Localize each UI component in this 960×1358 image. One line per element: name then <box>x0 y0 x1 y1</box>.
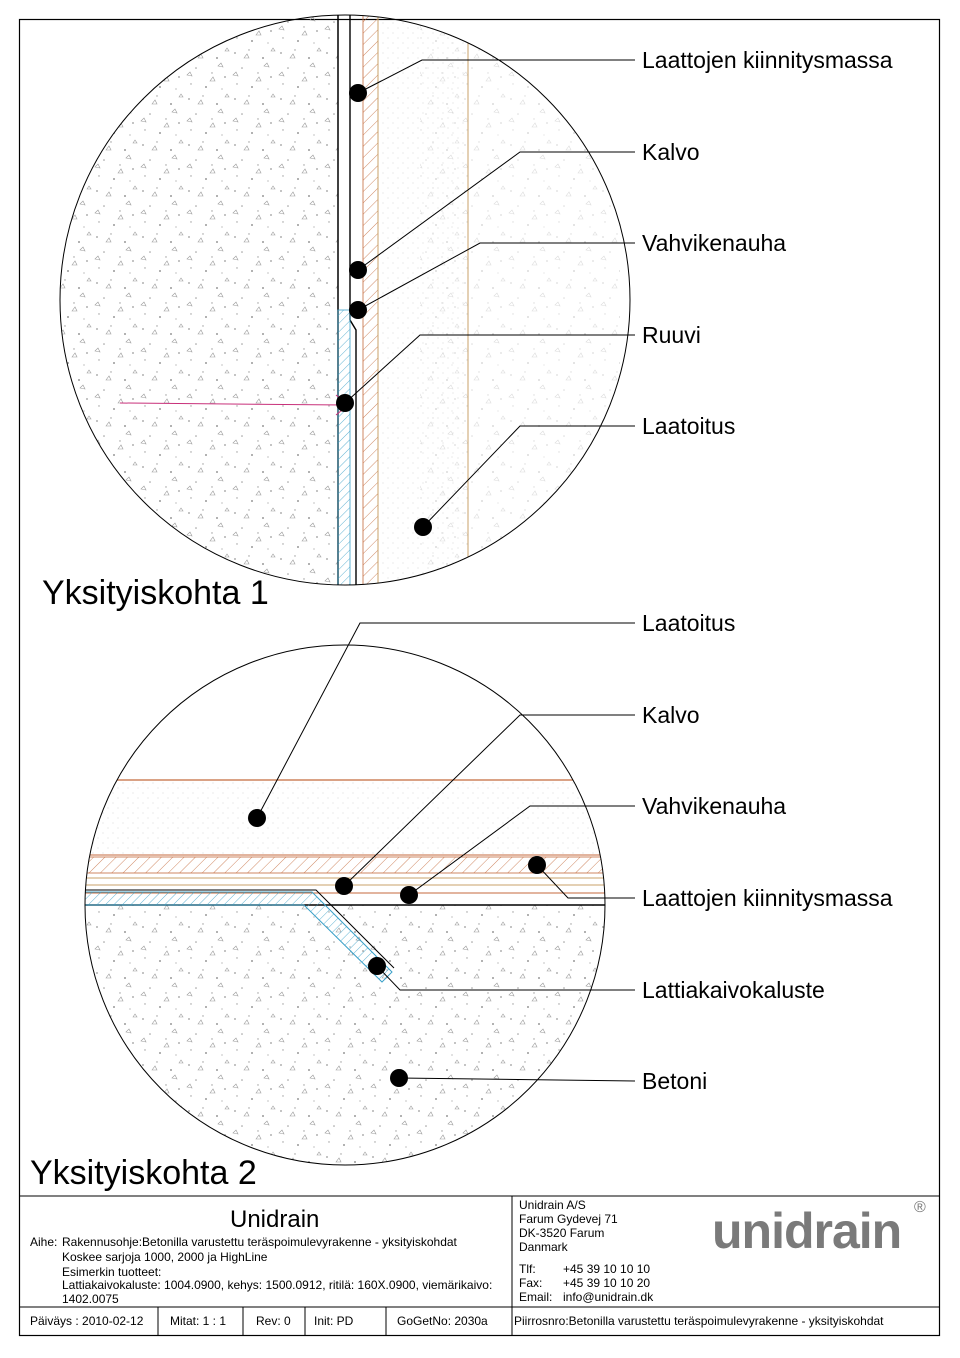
label-betoni: Betoni <box>642 1068 708 1094</box>
tlf-label: Tlf: <box>519 1262 536 1276</box>
detail-1-section <box>60 15 620 585</box>
label-laatoitus: Laatoitus <box>642 413 736 439</box>
scale-field: Mitat: 1 : 1 <box>170 1314 227 1328</box>
label-laatoitus-2: Laatoitus <box>642 610 736 636</box>
fax-label: Fax: <box>519 1276 543 1290</box>
tlf-value: +45 39 10 10 10 <box>563 1262 651 1276</box>
label-vahvikenauha-2: Vahvikenauha <box>642 793 787 819</box>
label-kalvo-2: Kalvo <box>642 702 700 728</box>
series-note: Koskee sarjoja 1000, 2000 ja HighLine <box>62 1250 268 1264</box>
company-name: Unidrain <box>230 1206 320 1233</box>
example-products-line-2: 1402.0075 <box>62 1292 119 1306</box>
address-name: Unidrain A/S <box>519 1198 586 1212</box>
email-label: Email: <box>519 1290 553 1304</box>
label-laattojen-kiinnitysmassa: Laattojen kiinnitysmassa <box>642 47 893 73</box>
aihe-label: Aihe: <box>30 1235 58 1249</box>
detail-2-section <box>85 779 605 1165</box>
initials-field: Init: PD <box>314 1314 354 1328</box>
detail-1-title: Yksityiskohta 1 <box>42 574 269 612</box>
drawing-number-field: Piirrosnro:Betonilla varustettu teräspoi… <box>514 1314 884 1328</box>
address-street: Farum Gydevej 71 <box>519 1212 618 1226</box>
example-products-heading: Esimerkin tuotteet: <box>62 1265 162 1279</box>
label-vahvikenauha: Vahvikenauha <box>642 230 787 256</box>
revision-field: Rev: 0 <box>256 1314 291 1328</box>
example-products-line-1: Lattiakaivokaluste: 1004.0900, kehys: 15… <box>62 1278 493 1292</box>
registered-mark-icon: ® <box>914 1199 926 1216</box>
gogetno-field: GoGetNo: 2030a <box>397 1314 488 1328</box>
fax-value: +45 39 10 10 20 <box>563 1276 651 1290</box>
detail-2-title: Yksityiskohta 2 <box>30 1154 257 1192</box>
address-country: Danmark <box>519 1240 568 1254</box>
address-city: DK-3520 Farum <box>519 1226 605 1240</box>
label-kalvo: Kalvo <box>642 139 700 165</box>
label-ruuvi: Ruuvi <box>642 322 701 348</box>
email-value: info@unidrain.dk <box>563 1290 654 1304</box>
label-lattiakaivokaluste: Lattiakaivokaluste <box>642 977 825 1003</box>
label-laattojen-kiinnitysmassa-2: Laattojen kiinnitysmassa <box>642 885 893 911</box>
date-field: Päiväys : 2010-02-12 <box>30 1314 144 1328</box>
unidrain-logo: unidrain <box>712 1203 902 1259</box>
aihe-value: Rakennusohje:Betonilla varustettu teräsp… <box>62 1235 457 1249</box>
